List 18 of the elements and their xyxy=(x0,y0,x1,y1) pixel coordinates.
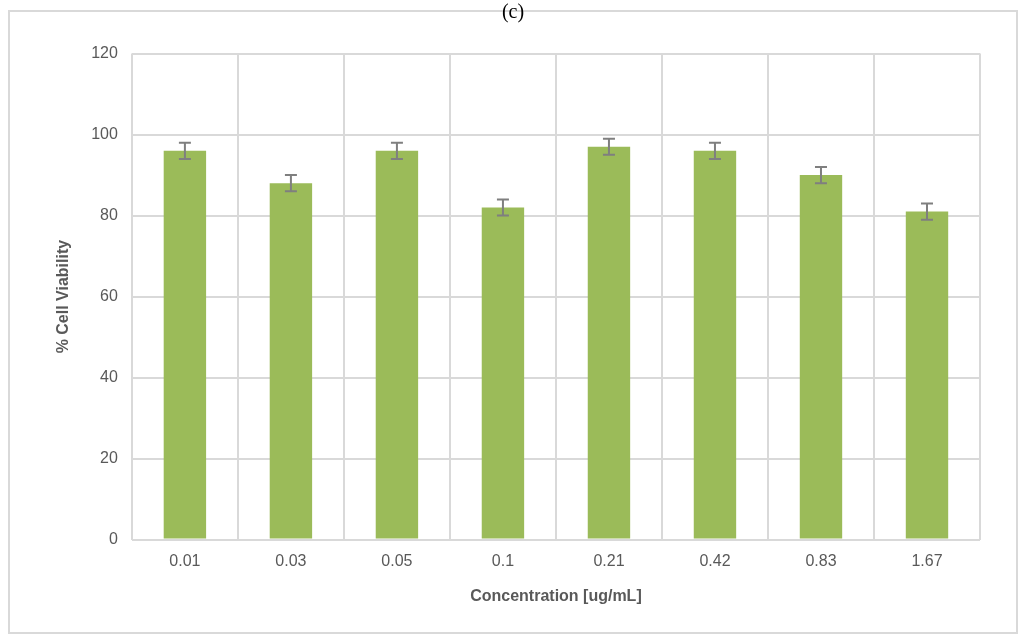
y-tick-label: 20 xyxy=(100,449,118,467)
y-tick-label: 0 xyxy=(108,530,118,548)
y-tick-label: 60 xyxy=(100,287,118,305)
y-tick-label: 100 xyxy=(91,125,118,143)
x-tick-label: 1.67 xyxy=(911,551,943,569)
x-axis-title: Concentration [ug/mL] xyxy=(470,586,642,604)
y-tick-label: 40 xyxy=(100,368,118,386)
x-tick-label: 0.03 xyxy=(275,551,307,569)
y-axis-title: % Cell Viability xyxy=(54,239,72,354)
y-tick-label: 120 xyxy=(91,44,118,62)
x-tick-label: 0.21 xyxy=(593,551,625,569)
x-tick-label: 0.01 xyxy=(169,551,201,569)
x-tick-label: 0.1 xyxy=(491,551,515,569)
chart-title: (c) xyxy=(500,0,526,23)
x-tick-label: 0.05 xyxy=(381,551,413,569)
y-tick-label: 80 xyxy=(100,206,118,224)
x-tick-label: 0.42 xyxy=(699,551,731,569)
x-tick-label: 0.83 xyxy=(805,551,837,569)
